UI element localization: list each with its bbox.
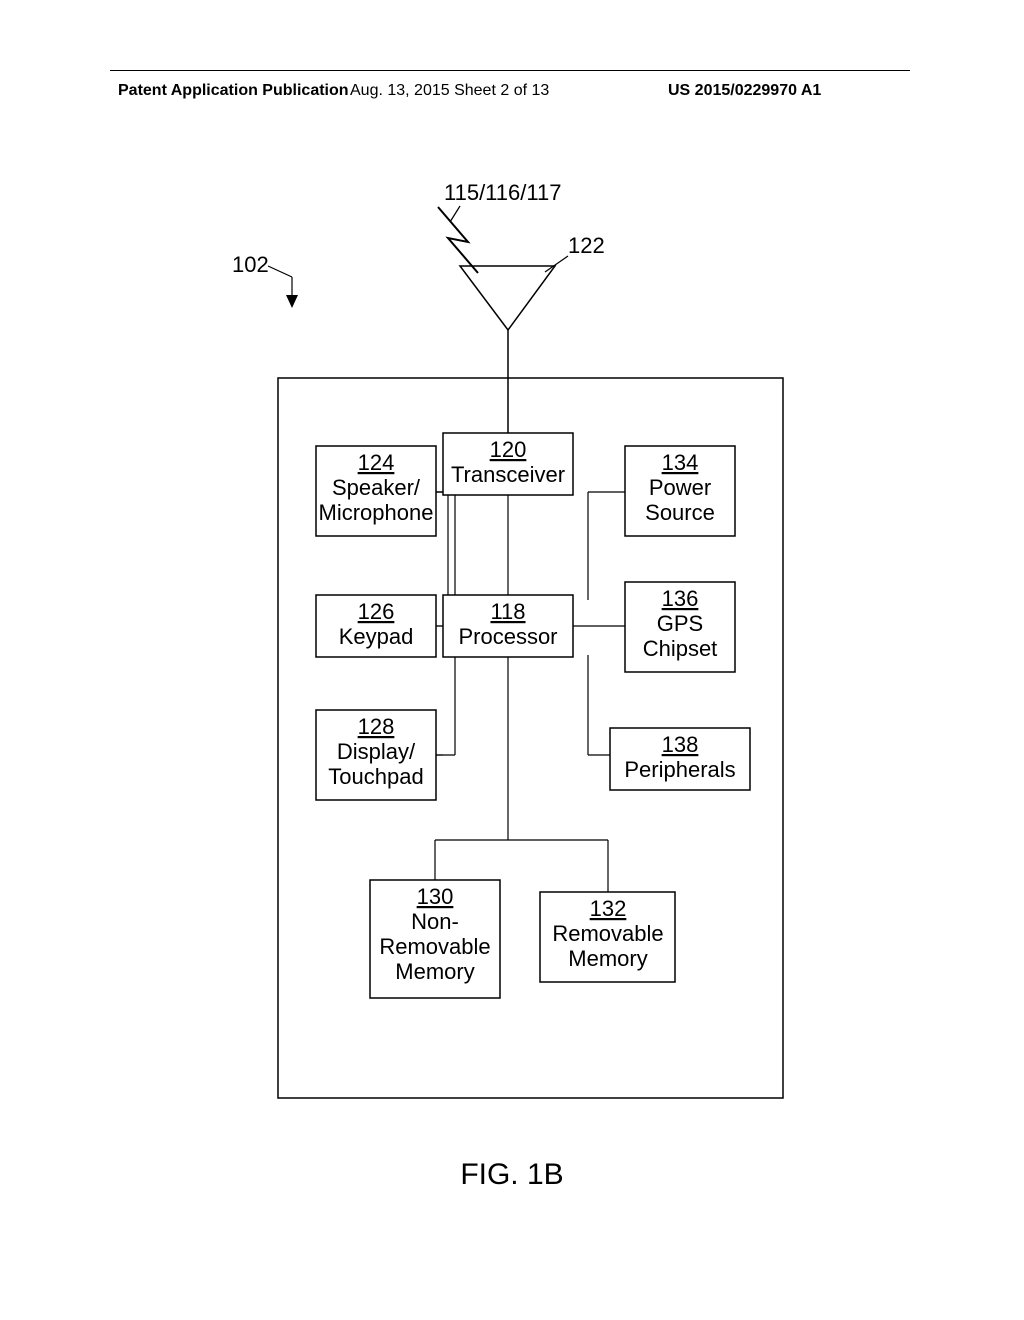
- figure-caption: FIG. 1B: [0, 1158, 1024, 1192]
- label-transceiver: Transceiver: [451, 462, 565, 487]
- ref-102-leader-1: [268, 266, 292, 277]
- num-speaker: 124: [358, 450, 395, 475]
- ref-122-leader: [545, 256, 568, 272]
- label-power-2: Source: [645, 500, 715, 525]
- num-periph: 138: [662, 732, 699, 757]
- label-display-1: Display/: [337, 739, 416, 764]
- label-rem-2: Memory: [568, 946, 647, 971]
- num-power: 134: [662, 450, 699, 475]
- num-nonrem: 130: [417, 884, 454, 909]
- ref-102-arrowhead: [286, 295, 298, 308]
- ref-115-leader: [450, 206, 460, 222]
- num-rem: 132: [590, 896, 627, 921]
- label-nonrem-3: Memory: [395, 959, 474, 984]
- label-gps-1: GPS: [657, 611, 703, 636]
- num-processor: 118: [490, 599, 525, 624]
- num-keypad: 126: [358, 599, 395, 624]
- wireless-icon: [438, 207, 478, 273]
- ref-102: 102: [232, 252, 269, 277]
- antenna-funnel: [460, 266, 555, 330]
- label-speaker-2: Microphone: [319, 500, 434, 525]
- num-transceiver: 120: [490, 437, 527, 462]
- label-rem-1: Removable: [552, 921, 663, 946]
- label-display-2: Touchpad: [328, 764, 423, 789]
- label-nonrem-1: Non-: [411, 909, 459, 934]
- label-processor: Processor: [458, 624, 557, 649]
- num-display: 128: [358, 714, 395, 739]
- ref-115: 115/116/117: [444, 180, 561, 205]
- label-speaker-1: Speaker/: [332, 475, 421, 500]
- label-power-1: Power: [649, 475, 711, 500]
- label-keypad: Keypad: [339, 624, 414, 649]
- ref-122: 122: [568, 233, 605, 258]
- num-gps: 136: [662, 586, 699, 611]
- diagram-svg: 115/116/117 122 102: [0, 0, 1024, 1320]
- label-periph: Peripherals: [624, 757, 735, 782]
- page: Patent Application Publication Aug. 13, …: [0, 0, 1024, 1320]
- label-gps-2: Chipset: [643, 636, 718, 661]
- label-nonrem-2: Removable: [379, 934, 490, 959]
